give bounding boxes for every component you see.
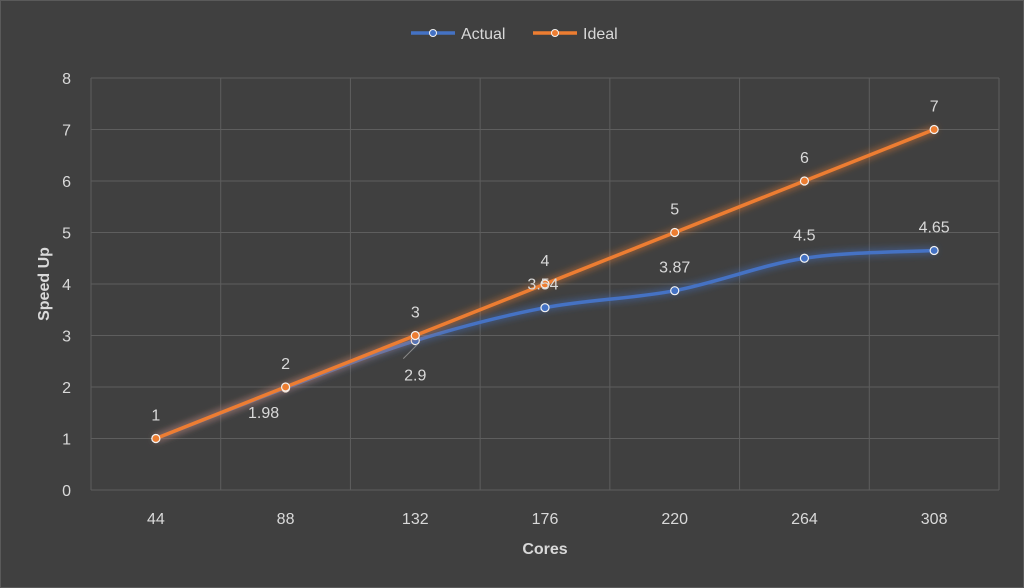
x-tick-label-44: 44 xyxy=(147,511,165,528)
y-axis-title: Speed Up xyxy=(36,247,53,321)
point-actual-308 xyxy=(929,245,939,256)
legend-swatch-marker-actual xyxy=(429,29,437,37)
data-label-ideal-220: 5 xyxy=(670,202,679,219)
leader-line-actual-132 xyxy=(402,344,418,360)
y-tick-label-5: 5 xyxy=(62,226,71,243)
point-actual-264 xyxy=(799,253,810,263)
x-tick-label-88: 88 xyxy=(277,511,295,528)
y-tick-label-8: 8 xyxy=(62,71,71,88)
point-ideal-264 xyxy=(799,176,810,186)
y-tick-label-4: 4 xyxy=(62,277,71,294)
x-tick-label-176: 176 xyxy=(532,511,559,528)
data-label-actual-264: 4.5 xyxy=(793,227,815,244)
legend-swatch-marker-ideal xyxy=(551,29,559,37)
data-labels: 1 2 3 4 5 6 7 1.98 2.9 3.54 3.87 4.5 4.65 xyxy=(151,99,949,425)
point-ideal-308 xyxy=(929,124,939,135)
point-actual-176 xyxy=(540,303,550,313)
data-label-ideal-308: 7 xyxy=(930,99,939,116)
x-axis-title: Cores xyxy=(522,541,567,558)
point-actual-220 xyxy=(670,286,680,296)
y-tick-label-1: 1 xyxy=(62,432,71,449)
data-label-ideal-264: 6 xyxy=(800,150,809,167)
x-tick-label-308: 308 xyxy=(921,511,948,528)
y-tick-label-7: 7 xyxy=(62,123,71,140)
data-label-ideal-44: 1 xyxy=(151,408,160,425)
data-label-actual-132: 2.9 xyxy=(404,368,426,385)
series-ideal xyxy=(151,124,939,444)
legend-label-actual: Actual xyxy=(461,26,505,43)
y-tick-label-2: 2 xyxy=(62,380,71,397)
y-tick-label-0: 0 xyxy=(62,483,71,500)
point-ideal-220 xyxy=(670,227,680,238)
point-ideal-88 xyxy=(280,382,291,392)
data-label-ideal-88: 2 xyxy=(281,356,290,373)
data-label-ideal-132: 3 xyxy=(411,305,420,322)
y-tick-label-3: 3 xyxy=(62,329,71,346)
series xyxy=(151,124,939,444)
x-tick-label-264: 264 xyxy=(791,511,818,528)
x-tick-label-132: 132 xyxy=(402,511,429,528)
legend-item-actual: Actual xyxy=(411,26,505,43)
data-label-actual-176: 3.54 xyxy=(527,277,558,294)
legend: Actual Ideal xyxy=(411,26,618,43)
legend-label-ideal: Ideal xyxy=(583,26,618,43)
point-ideal-44 xyxy=(151,433,161,444)
x-tick-label-220: 220 xyxy=(661,511,688,528)
legend-item-ideal: Ideal xyxy=(533,26,618,43)
data-label-actual-220: 3.87 xyxy=(659,260,690,277)
point-ideal-132 xyxy=(410,330,420,341)
data-label-actual-88: 1.98 xyxy=(248,405,279,422)
data-label-actual-308: 4.65 xyxy=(919,220,950,237)
data-label-ideal-176: 4 xyxy=(541,253,550,270)
point-ideal-176 xyxy=(540,279,550,289)
y-tick-label-6: 6 xyxy=(62,174,71,191)
